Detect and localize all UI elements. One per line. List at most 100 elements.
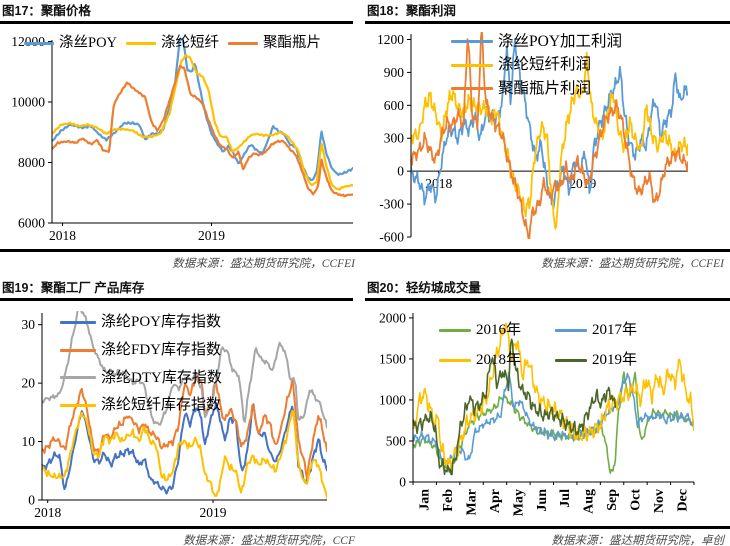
legend-item: 涤丝POY加工利润 bbox=[451, 32, 622, 51]
chart-legend-19: 涤纶POY库存指数 涤纶FDY库存指数 涤纶DTY库存指数涤纶短纤库存指数 bbox=[60, 313, 222, 415]
svg-text:1500: 1500 bbox=[379, 351, 406, 366]
svg-text:-300: -300 bbox=[379, 197, 404, 212]
inventory-index-chart: 0 10 20 30 2018 2019 bbox=[0, 301, 365, 531]
svg-text:Dec: Dec bbox=[675, 489, 690, 512]
panel-polyester-profit: 图18：聚酯利润 涤丝POY加工利润 涤纶短纤利润 聚酯瓶片利润 -600 -300 0… bbox=[365, 0, 730, 249]
legend-label: 涤纶DTY库存指数 bbox=[101, 369, 222, 386]
legend-item: 涤纶POY库存指数 bbox=[60, 313, 222, 332]
svg-text:1000: 1000 bbox=[379, 392, 406, 407]
svg-text:1200: 1200 bbox=[377, 32, 404, 47]
svg-text:900: 900 bbox=[384, 65, 405, 80]
svg-text:12000: 12000 bbox=[11, 34, 45, 49]
legend-item: 2016年 bbox=[439, 321, 521, 340]
legend-item: 2017年 bbox=[555, 321, 637, 340]
legend-line-swatch bbox=[60, 376, 96, 380]
legend-line-swatch bbox=[24, 41, 54, 45]
panel-textile-volume: 图20：轻纺城成交量 2016年 2017年 2018年 2019年 0 500 1000… bbox=[365, 273, 730, 526]
polyester-price-chart: 6000 8000 10000 12000 2018 2019 bbox=[0, 24, 365, 254]
source-row-bottom: 数据来源：盛达期货研究院，CCF 数据来源：盛达期货研究院，卓创 bbox=[0, 529, 730, 546]
legend-label: 涤纶FDY库存指数 bbox=[101, 341, 222, 358]
chart-title-18: 图18：聚酯利润 bbox=[367, 4, 456, 18]
svg-text:Mar: Mar bbox=[465, 489, 480, 515]
legend-line-swatch bbox=[451, 63, 493, 67]
svg-text:Jan: Jan bbox=[418, 489, 433, 511]
chart-wrap-19: 涤纶POY库存指数 涤纶FDY库存指数 涤纶DTY库存指数涤纶短纤库存指数 0 10 2… bbox=[0, 301, 365, 526]
textile-volume-chart: 0 500 1000 1500 2000 Jan Feb Mar Apr May Jun Jul Aug… bbox=[365, 301, 730, 531]
legend-label: 2016年 bbox=[476, 322, 522, 338]
legend-item: 2018年 bbox=[439, 351, 521, 370]
legend-label: 涤丝POY bbox=[59, 35, 118, 51]
legend-label: 2019年 bbox=[592, 351, 638, 368]
legend-label: 涤纶POY库存指数 bbox=[101, 314, 222, 330]
chart-legend-17: 涤丝POY 涤纶短纤 聚酯瓶片 bbox=[24, 34, 321, 52]
svg-text:-600: -600 bbox=[379, 230, 404, 245]
legend-item: 聚酯瓶片 bbox=[228, 34, 321, 52]
legend-line-swatch bbox=[228, 41, 259, 45]
svg-text:2018: 2018 bbox=[49, 228, 76, 243]
svg-text:Oct: Oct bbox=[628, 489, 643, 511]
source-note: 数据来源：盛达期货研究院，CCFEI bbox=[541, 257, 724, 270]
legend-item: 涤纶短纤库存指数 bbox=[60, 396, 222, 415]
svg-text:0: 0 bbox=[397, 164, 404, 179]
source-note: 数据来源：盛达期货研究院，卓创 bbox=[551, 534, 725, 546]
chart-wrap-17: 涤丝POY 涤纶短纤 聚酯瓶片 6000 8000 10000 12000 2018 2019 bbox=[0, 24, 365, 249]
svg-text:Apr: Apr bbox=[488, 489, 503, 513]
legend-line-swatch bbox=[439, 358, 471, 362]
legend-item: 聚酯瓶片利润 bbox=[451, 79, 622, 98]
svg-text:May: May bbox=[511, 489, 526, 516]
svg-text:10000: 10000 bbox=[11, 95, 45, 110]
svg-text:2019: 2019 bbox=[200, 505, 227, 520]
svg-text:10: 10 bbox=[22, 434, 36, 449]
legend-item: 2019年 bbox=[555, 351, 637, 370]
source-row-top: 数据来源：盛达期货研究院，CCFEI 数据来源：盛达期货研究院，CCFEI bbox=[0, 252, 730, 273]
chart-legend-20: 2016年 2017年 2018年 2019年 bbox=[439, 321, 637, 370]
bottom-charts-row: 图19：聚酯工厂 产品库存 涤纶POY库存指数 涤纶FDY库存指数 涤纶DTY库存指… bbox=[0, 273, 730, 526]
svg-text:8000: 8000 bbox=[18, 155, 45, 170]
svg-text:Aug: Aug bbox=[582, 489, 597, 514]
legend-item: 涤纶FDY库存指数 bbox=[60, 341, 222, 360]
svg-text:2000: 2000 bbox=[379, 310, 406, 325]
legend-label: 涤丝POY加工利润 bbox=[498, 33, 623, 50]
svg-text:20: 20 bbox=[22, 376, 36, 391]
svg-text:Nov: Nov bbox=[652, 489, 667, 513]
section-divider bbox=[0, 249, 730, 252]
legend-line-swatch bbox=[60, 348, 96, 352]
svg-text:500: 500 bbox=[386, 433, 407, 448]
panel-factory-inventory: 图19：聚酯工厂 产品库存 涤纶POY库存指数 涤纶FDY库存指数 涤纶DTY库存指… bbox=[0, 273, 365, 526]
chart-wrap-18: 涤丝POY加工利润 涤纶短纤利润 聚酯瓶片利润 -600 -300 0 300 600 900… bbox=[365, 24, 730, 249]
legend-label: 涤纶短纤 bbox=[161, 35, 220, 51]
source-note: 数据来源：盛达期货研究院，CCF bbox=[183, 534, 355, 546]
legend-item: 涤纶短纤 bbox=[126, 34, 219, 52]
polyester-profit-chart: -600 -300 0 300 600 900 1200 2018 2019 bbox=[365, 24, 730, 254]
legend-line-swatch bbox=[451, 86, 493, 90]
legend-label: 聚酯瓶片利润 bbox=[498, 79, 592, 97]
legend-line-swatch bbox=[451, 40, 493, 44]
legend-label: 涤纶短纤利润 bbox=[498, 56, 592, 74]
section-divider bbox=[0, 526, 730, 529]
svg-text:Feb: Feb bbox=[441, 489, 456, 512]
svg-text:6000: 6000 bbox=[18, 216, 45, 231]
legend-item: 涤丝POY bbox=[24, 34, 117, 52]
legend-item: 涤纶短纤利润 bbox=[451, 55, 622, 74]
legend-label: 2018年 bbox=[476, 351, 522, 368]
title-divider bbox=[365, 21, 730, 24]
legend-label: 2017年 bbox=[592, 322, 638, 338]
legend-label: 聚酯瓶片 bbox=[263, 35, 322, 51]
svg-text:300: 300 bbox=[384, 131, 405, 146]
panel-polyester-price: 图17：聚酯价格 涤丝POY 涤纶短纤 聚酯瓶片 6000 8000 10000 1200… bbox=[0, 0, 365, 249]
legend-line-swatch bbox=[555, 328, 588, 332]
svg-text:0: 0 bbox=[28, 493, 35, 508]
svg-text:2019: 2019 bbox=[198, 228, 225, 243]
legend-line-swatch bbox=[439, 328, 471, 332]
legend-line-swatch bbox=[60, 404, 96, 408]
svg-text:0: 0 bbox=[399, 475, 406, 490]
source-note: 数据来源：盛达期货研究院，CCFEI bbox=[172, 257, 355, 270]
legend-line-swatch bbox=[126, 41, 157, 45]
svg-text:Jun: Jun bbox=[535, 489, 550, 512]
chart-legend-18: 涤丝POY加工利润 涤纶短纤利润 聚酯瓶片利润 bbox=[451, 32, 622, 98]
svg-text:2018: 2018 bbox=[34, 505, 61, 520]
legend-item: 涤纶DTY库存指数 bbox=[60, 369, 222, 388]
title-divider bbox=[0, 21, 353, 24]
